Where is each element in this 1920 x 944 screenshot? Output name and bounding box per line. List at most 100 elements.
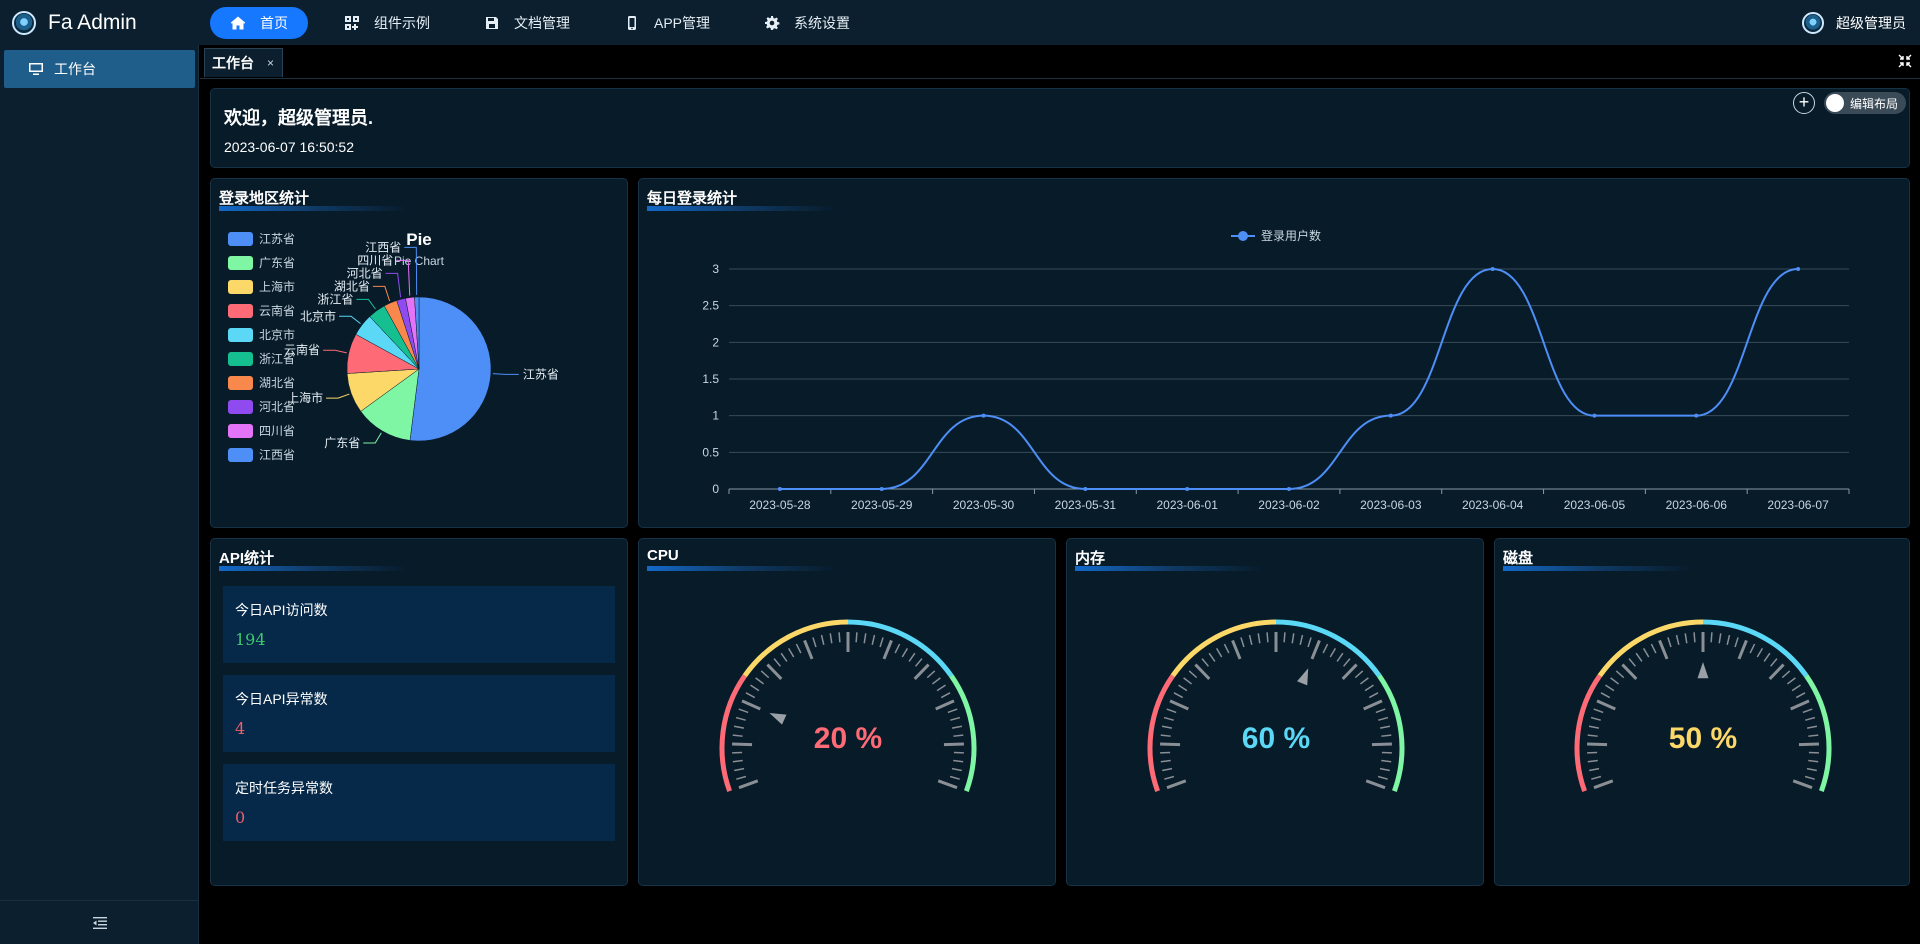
gauge-tick: [734, 767, 745, 772]
x-tick-label: 2023-06-05: [1564, 498, 1626, 512]
gauge-tick: [1781, 670, 1791, 679]
gauge-tick: [1587, 742, 1608, 747]
pie-legend-item[interactable]: 上海市: [228, 278, 295, 295]
x-tick-label: 2023-06-03: [1360, 498, 1422, 512]
sidebar-collapse-button[interactable]: [0, 900, 199, 944]
tab-workbench[interactable]: 工作台 ×: [204, 48, 283, 77]
pie-legend-item[interactable]: 广东省: [228, 254, 295, 271]
pie-legend-item[interactable]: 云南省: [228, 302, 295, 319]
gauge-tick: [1795, 692, 1806, 699]
gauge-tick: [1365, 779, 1386, 790]
title-underline: [1075, 566, 1265, 571]
legend-label: 江西省: [259, 448, 296, 462]
region-stats-card: 登录地区统计 江苏省 广东省 上海市 云南省 北京市 浙江省 湖北省 河北省 四川省 江西省 Pi…: [210, 178, 628, 528]
sidebar-item-label: 工作台: [54, 61, 96, 77]
legend-label: 湖北省: [259, 376, 296, 390]
gauge-tick: [732, 734, 743, 737]
data-point: [879, 487, 884, 491]
gauge-tick: [803, 639, 814, 660]
menu-item-components[interactable]: 组件示例: [326, 7, 448, 39]
gauge-tick: [1806, 725, 1818, 729]
pie-slice-label: 河北省: [347, 266, 383, 280]
gauge-arc-segment: [949, 674, 977, 792]
gauge-tick: [1605, 684, 1615, 692]
gauge-tick: [943, 742, 964, 747]
gauge-arc-segment: [1597, 619, 1704, 678]
api-stat-value: 194: [235, 630, 266, 649]
fullscreen-exit-icon[interactable]: [1898, 54, 1912, 68]
gauge-tick: [820, 634, 825, 645]
toggle-label: 编辑布局: [1850, 96, 1899, 111]
pie-legend-item[interactable]: 四川省: [228, 422, 295, 439]
gauge-tick: [773, 658, 782, 667]
gauge-tick: [1363, 699, 1383, 711]
gauge-tick: [950, 716, 961, 721]
gauge-tick: [908, 652, 916, 662]
edit-layout-toggle[interactable]: 编辑布局: [1824, 92, 1906, 114]
pie-legend-item[interactable]: 北京市: [228, 326, 295, 343]
gauge-tick: [855, 632, 858, 643]
gauge-tick: [1763, 652, 1771, 662]
gauge-tick: [1336, 652, 1344, 662]
close-icon[interactable]: ×: [266, 56, 274, 70]
gauge-tick: [732, 759, 743, 763]
menu-item-label: 首页: [260, 14, 288, 31]
card-title: 内存: [1075, 550, 1106, 567]
title-underline: [1503, 566, 1693, 571]
gauge-tick: [1790, 699, 1810, 711]
pie-label-line: [363, 432, 382, 444]
menu-item-docs[interactable]: 文档管理: [466, 7, 588, 39]
welcome-card: 欢迎，超级管理员. 2023-06-07 16:50:52 + 编辑布局: [210, 88, 1910, 168]
gauge-tick: [1299, 634, 1304, 645]
pie-legend-item[interactable]: 浙江省: [228, 350, 295, 367]
pie-subtitle: Pie Chart: [394, 254, 445, 268]
gauge-tick: [1169, 699, 1189, 711]
x-tick-label: 2023-05-29: [851, 498, 913, 512]
legend-label: 河北省: [259, 400, 296, 414]
gauge-tick: [1163, 716, 1174, 721]
menu-item-label: 文档管理: [514, 14, 570, 31]
add-widget-button[interactable]: +: [1793, 92, 1815, 114]
data-point: [981, 413, 986, 418]
menu-item-label: APP管理: [654, 14, 711, 31]
gauge-arc-segment: [847, 619, 954, 678]
user-menu[interactable]: 超级管理员: [1802, 0, 1906, 45]
menu-item-settings[interactable]: 系统设置: [746, 7, 868, 39]
home-icon: [230, 16, 246, 29]
sidebar-item-workbench[interactable]: 工作台: [4, 50, 195, 88]
disk-gauge: 50 %: [1574, 619, 1832, 792]
pie-legend-item[interactable]: 江西省: [228, 446, 295, 463]
gauge-tick: [871, 634, 876, 645]
pie-legend-item[interactable]: 河北省: [228, 398, 295, 415]
gauge-tick: [1600, 692, 1611, 699]
pie-legend-item[interactable]: 湖北省: [228, 374, 295, 391]
y-tick-label: 0: [712, 482, 719, 496]
legend-label: 四川省: [259, 424, 296, 438]
gauge-tick: [1718, 633, 1722, 644]
gauge-tick: [1786, 677, 1796, 685]
gauge-tick: [1223, 643, 1230, 654]
pie-slice-label: 上海市: [287, 390, 323, 405]
gauge-tick: [1307, 637, 1312, 648]
gauge-tick: [935, 699, 955, 711]
legend-swatch: [228, 255, 253, 270]
brand[interactable]: Fa Admin: [0, 0, 200, 45]
gauge-tick: [1381, 759, 1392, 763]
title-underline: [219, 566, 409, 571]
gauge-tick: [829, 633, 833, 644]
gauge-tick: [1378, 716, 1389, 721]
gauge-tick: [1650, 643, 1657, 654]
series-line: [779, 267, 1799, 491]
menu-item-home[interactable]: 首页: [210, 6, 308, 39]
menu-item-app[interactable]: APP管理: [606, 7, 728, 39]
gauge-tick: [1675, 634, 1680, 645]
pie-legend-item[interactable]: 江苏省: [228, 230, 295, 247]
gauge-tick: [951, 767, 962, 772]
gauge-tick: [738, 708, 749, 714]
card-title: API统计: [219, 550, 275, 567]
pie-label-line: [323, 349, 347, 354]
pie-slice: [360, 368, 420, 441]
gauge-tick: [1628, 658, 1637, 667]
gauge-tick: [1166, 779, 1187, 790]
gauge-tick: [1364, 684, 1374, 692]
